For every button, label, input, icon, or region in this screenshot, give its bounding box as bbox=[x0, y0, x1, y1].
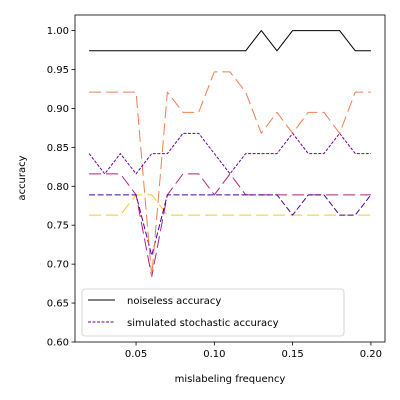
axes-frame bbox=[74, 14, 386, 343]
x-tick-label: 0.10 bbox=[203, 349, 225, 360]
series-line-2 bbox=[88, 132, 371, 175]
y-tick-label: 0.90 bbox=[47, 104, 69, 115]
y-tick-label: 0.85 bbox=[47, 143, 69, 154]
y-tick-label: 0.70 bbox=[47, 260, 69, 271]
y-tick-label: 0.75 bbox=[47, 221, 69, 232]
y-tick-label: 0.65 bbox=[47, 299, 69, 310]
x-tick-label: 0.15 bbox=[281, 349, 303, 360]
x-tick-label: 0.05 bbox=[125, 349, 147, 360]
y-tick-label: 1.00 bbox=[47, 26, 69, 37]
legend: noiseless accuracy simulated stochastic … bbox=[81, 288, 345, 337]
x-axis-title: mislabeling frequency bbox=[175, 374, 286, 385]
y-axis: 0.60 0.65 0.70 0.75 0.80 0.85 0.90 0.95 1.00 bbox=[47, 26, 75, 349]
x-axis: 0.05 0.10 0.15 0.20 bbox=[125, 342, 382, 360]
legend-label-stochastic: simulated stochastic accuracy bbox=[127, 318, 279, 329]
series-line-3 bbox=[89, 71, 371, 278]
x-tick-label: 0.20 bbox=[360, 349, 382, 360]
plot-area bbox=[88, 30, 372, 278]
y-tick-label: 0.95 bbox=[47, 65, 69, 76]
legend-label-noiseless: noiseless accuracy bbox=[127, 296, 221, 307]
y-tick-label: 0.60 bbox=[47, 338, 69, 349]
y-tick-label: 0.80 bbox=[47, 182, 69, 193]
legend-box bbox=[81, 288, 345, 337]
series-line-5 bbox=[89, 194, 372, 257]
series-line-1 bbox=[89, 30, 371, 52]
y-axis-title: accuracy bbox=[17, 155, 28, 200]
